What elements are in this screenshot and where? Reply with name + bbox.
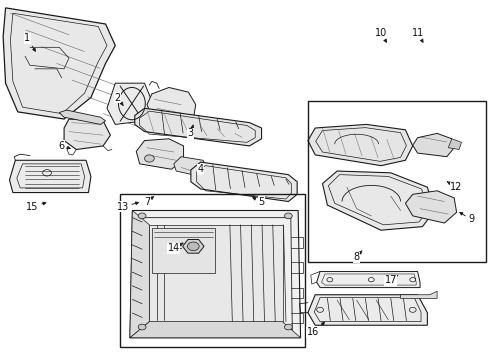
Circle shape	[284, 324, 292, 330]
Polygon shape	[152, 228, 215, 273]
Circle shape	[138, 324, 146, 330]
Bar	[307, 101, 485, 262]
Text: 4: 4	[197, 164, 203, 174]
Polygon shape	[147, 87, 195, 125]
Polygon shape	[412, 134, 453, 157]
Text: 5: 5	[252, 197, 264, 207]
Text: 8: 8	[353, 251, 361, 262]
Polygon shape	[130, 321, 300, 338]
Text: 6: 6	[59, 141, 70, 151]
Circle shape	[284, 213, 292, 219]
Polygon shape	[59, 110, 105, 125]
Text: 7: 7	[143, 197, 153, 207]
Polygon shape	[64, 119, 110, 149]
Polygon shape	[135, 108, 261, 146]
Text: 1: 1	[24, 33, 35, 51]
Bar	[120, 194, 305, 347]
Polygon shape	[149, 225, 282, 321]
Text: 14: 14	[167, 243, 183, 253]
Polygon shape	[400, 291, 436, 298]
Polygon shape	[9, 160, 91, 193]
Polygon shape	[190, 162, 297, 202]
Circle shape	[138, 213, 146, 219]
Polygon shape	[316, 271, 419, 288]
Polygon shape	[322, 171, 434, 230]
Text: 16: 16	[306, 322, 324, 337]
Text: 12: 12	[447, 182, 462, 192]
Text: 15: 15	[26, 202, 46, 212]
Polygon shape	[307, 125, 412, 166]
Text: 2: 2	[114, 93, 123, 105]
Circle shape	[187, 242, 199, 251]
Text: 10: 10	[374, 28, 386, 42]
Polygon shape	[405, 191, 456, 223]
Polygon shape	[307, 295, 427, 325]
Text: 13: 13	[116, 202, 138, 212]
Text: 11: 11	[410, 28, 423, 42]
Polygon shape	[173, 157, 207, 176]
Polygon shape	[107, 83, 152, 125]
Polygon shape	[130, 211, 300, 338]
Text: 9: 9	[459, 212, 473, 224]
Polygon shape	[182, 239, 203, 253]
Text: 3: 3	[187, 125, 194, 138]
Polygon shape	[447, 139, 461, 149]
Text: 17: 17	[384, 275, 397, 285]
Polygon shape	[130, 211, 149, 338]
Polygon shape	[136, 139, 183, 169]
Circle shape	[144, 155, 154, 162]
Polygon shape	[3, 8, 115, 119]
